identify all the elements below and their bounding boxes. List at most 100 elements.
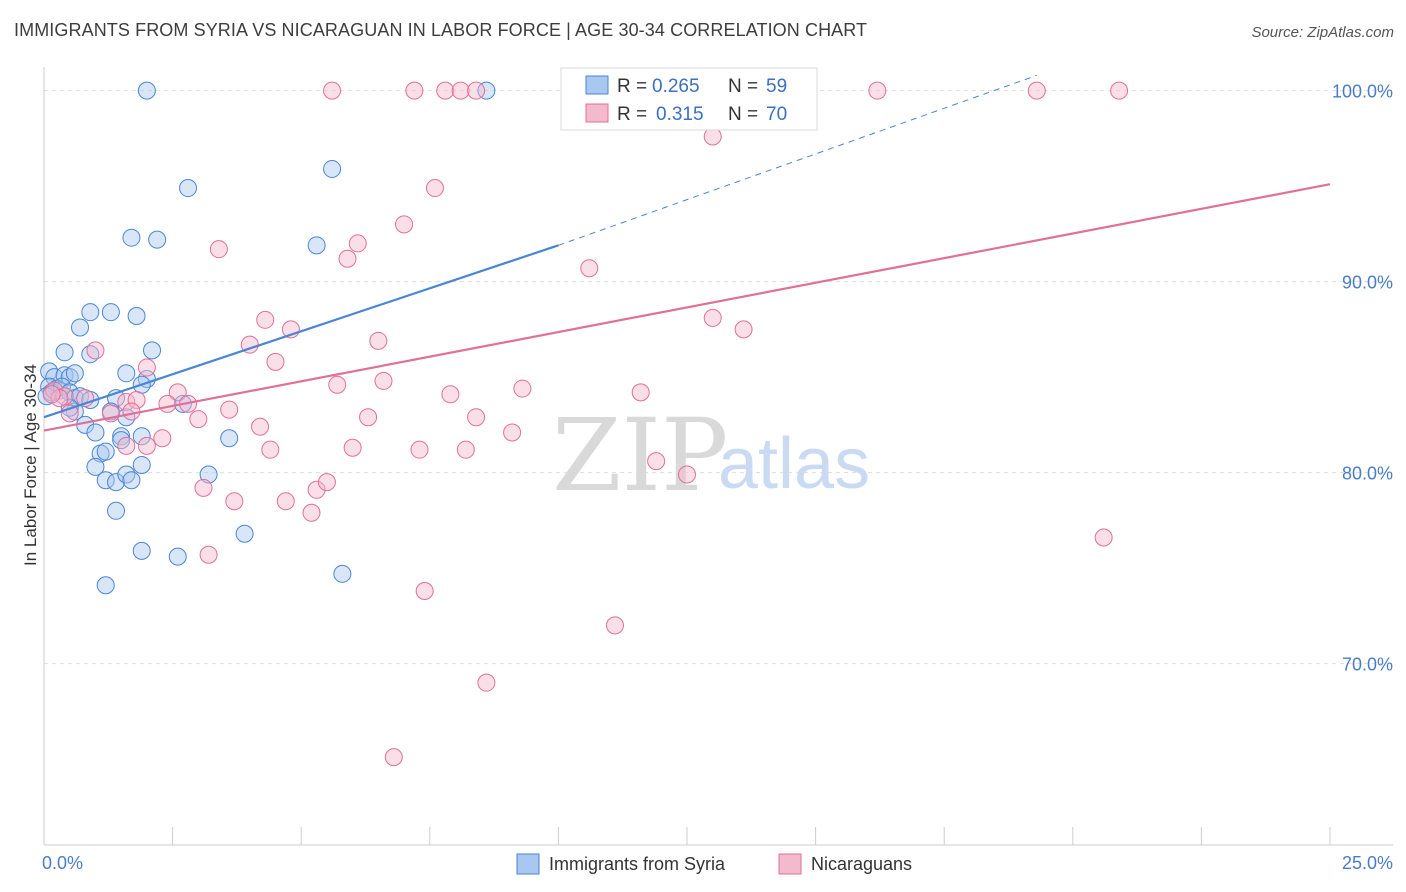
point-syria: [323, 159, 342, 178]
point-syria: [132, 427, 151, 446]
point-nicaraguans: [158, 394, 177, 413]
point-nicaraguans: [199, 545, 218, 564]
legend-r-label-syria: R =: [617, 76, 647, 97]
x-tick-label-min: 0.0%: [42, 853, 83, 873]
x-tick-label-max: 25.0%: [1342, 853, 1393, 873]
point-nicaraguans: [117, 436, 136, 455]
point-nicaraguans: [1027, 81, 1046, 100]
point-nicaraguans: [1110, 81, 1129, 100]
legend-n-label-nicaraguans: N =: [728, 104, 758, 125]
point-nicaraguans: [251, 417, 270, 436]
point-syria: [132, 541, 151, 560]
point-syria: [81, 303, 100, 322]
point-nicaraguans: [209, 240, 228, 259]
point-syria: [127, 306, 146, 325]
point-syria: [55, 343, 74, 362]
point-nicaraguans: [384, 748, 403, 767]
point-nicaraguans: [477, 673, 496, 692]
point-syria: [122, 228, 141, 247]
point-syria: [143, 341, 162, 360]
point-nicaraguans: [467, 81, 486, 100]
point-syria: [117, 364, 136, 383]
point-syria: [86, 423, 105, 442]
bottom-legend-label-nicaraguans: Nicaraguans: [811, 854, 912, 874]
gridlines: [44, 90, 1393, 665]
point-nicaraguans: [137, 358, 156, 377]
point-nicaraguans: [631, 383, 650, 402]
point-syria: [112, 427, 131, 446]
point-nicaraguans: [410, 440, 429, 459]
legend-swatch-nicaraguans: [585, 103, 609, 123]
point-nicaraguans: [605, 616, 624, 635]
point-nicaraguans: [261, 440, 280, 459]
axes: [43, 67, 1393, 846]
point-syria: [168, 547, 187, 566]
point-syria: [307, 236, 326, 255]
point-nicaraguans: [503, 423, 522, 442]
point-syria: [40, 362, 59, 381]
point-nicaraguans: [1094, 528, 1113, 547]
trend-line-syria-extension: [558, 74, 1037, 246]
point-nicaraguans: [456, 440, 475, 459]
point-nicaraguans: [703, 308, 722, 327]
point-syria: [96, 576, 115, 595]
point-nicaraguans: [415, 582, 434, 601]
point-nicaraguans: [317, 473, 336, 492]
point-nicaraguans: [436, 81, 455, 100]
watermark-zip: ZIP: [552, 397, 728, 514]
bottom-legend-swatch-nicaraguans: [778, 853, 802, 875]
point-nicaraguans: [86, 341, 105, 360]
point-nicaraguans: [256, 310, 275, 329]
point-nicaraguans: [343, 438, 362, 457]
point-syria: [179, 179, 198, 198]
point-nicaraguans: [276, 492, 295, 511]
point-nicaraguans: [153, 429, 172, 448]
trend-line-nicaraguans: [43, 183, 1331, 432]
point-nicaraguans: [395, 215, 414, 234]
point-syria: [86, 457, 105, 476]
point-nicaraguans: [266, 352, 285, 371]
watermark-atlas: atlas: [718, 424, 870, 504]
point-nicaraguans: [703, 127, 722, 146]
point-nicaraguans: [513, 379, 532, 398]
point-nicaraguans: [467, 408, 486, 427]
point-syria: [199, 465, 218, 484]
point-syria: [148, 230, 167, 249]
point-syria: [112, 431, 131, 450]
legend-r-value-nicaraguans: 0.315: [656, 104, 704, 125]
legend-n-label-syria: N =: [728, 76, 758, 97]
point-nicaraguans: [307, 480, 326, 499]
legend-n-value-nicaraguans: 70: [766, 104, 787, 125]
point-syria: [235, 524, 254, 543]
y-axis-label: In Labor Force | Age 30-34: [21, 364, 40, 566]
bottom-legend-label-syria: Immigrants from Syria: [549, 854, 726, 874]
legend-r-value-syria: 0.265: [652, 76, 700, 97]
trend-lines: [43, 74, 1331, 432]
point-nicaraguans: [220, 400, 239, 419]
point-nicaraguans: [137, 436, 156, 455]
point-nicaraguans: [868, 81, 887, 100]
point-nicaraguans: [425, 179, 444, 198]
point-syria: [65, 364, 84, 383]
point-syria: [477, 81, 496, 100]
y-tick-label: 100.0%: [1332, 82, 1393, 102]
legend-box: R = 0.265 N = 59 R = 0.315 N = 70: [560, 67, 818, 131]
point-nicaraguans: [647, 452, 666, 471]
point-nicaraguans: [328, 375, 347, 394]
bottom-legend: Immigrants from Syria Nicaraguans: [516, 853, 912, 875]
legend-r-label-nicaraguans: R =: [617, 104, 647, 125]
point-nicaraguans: [168, 383, 187, 402]
y-tick-labels: 70.0% 80.0% 90.0% 100.0%: [1332, 82, 1393, 675]
point-nicaraguans: [122, 402, 141, 421]
chart-title: IMMIGRANTS FROM SYRIA VS NICARAGUAN IN L…: [14, 20, 868, 40]
point-nicaraguans: [189, 410, 208, 429]
point-nicaraguans: [348, 234, 367, 253]
point-nicaraguans: [42, 385, 61, 404]
point-syria: [122, 471, 141, 490]
point-nicaraguans: [359, 408, 378, 427]
series-syria-points: [37, 81, 496, 595]
point-nicaraguans: [405, 81, 424, 100]
point-syria: [107, 501, 126, 520]
point-nicaraguans: [323, 81, 342, 100]
